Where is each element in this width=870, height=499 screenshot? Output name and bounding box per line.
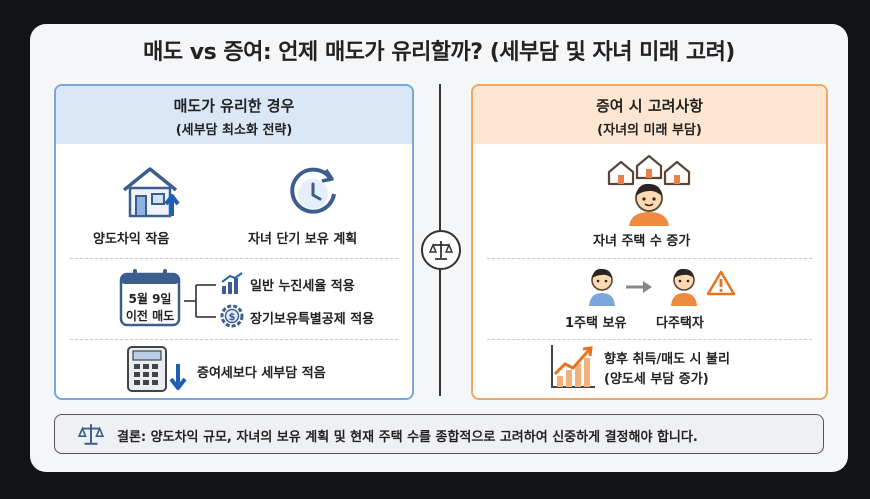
divider-line (487, 339, 812, 340)
future-tax-increase-label: (양도세 부담 증가) (604, 372, 709, 387)
coin-gear-icon: $ (220, 304, 244, 328)
balance-scale-icon (77, 424, 105, 445)
gift-panel-header: 증여 시 고려사항 (자녀의 미래 부담) (473, 86, 826, 144)
divider-line (70, 339, 398, 340)
arrow-right-icon (625, 280, 653, 294)
long-term-deduction-label: 장기보유특별공제 적용 (250, 312, 375, 327)
branch-connector (184, 279, 218, 323)
child-with-houses-icon (605, 154, 693, 226)
conclusion-text: 결론: 양도차익 규모, 자녀의 보유 계획 및 현재 주택 수를 종합적으로 … (117, 430, 698, 445)
divider-line (487, 258, 812, 259)
short-hold-label: 자녀 단기 보유 계획 (248, 232, 358, 247)
calendar-icon (118, 268, 182, 328)
gain-small-label: 양도차익 작음 (93, 232, 170, 247)
sell-panel-subtitle: (세부담 최소화 전략) (175, 123, 293, 138)
child-multi-house-icon (667, 266, 701, 306)
sell-advantage-panel: 매도가 유리한 경우 (세부담 최소화 전략) 양도차익 작음 자녀 단기 보유 (54, 84, 414, 400)
calendar-caption: 이전 매도 (125, 309, 175, 323)
child-one-house-icon (585, 266, 619, 306)
page-title: 매도 vs 증여: 언제 매도가 유리할까? (세부담 및 자녀 미래 고려) (143, 40, 735, 65)
one-house-label: 1주택 보유 (565, 316, 627, 331)
multi-house-label: 다주택자 (656, 316, 704, 331)
svg-text:$: $ (229, 312, 236, 323)
balance-scale-icon (421, 230, 461, 270)
future-disadvantage-label: 향후 취득/매도 시 불리 (604, 352, 730, 367)
bar-chart-icon (220, 272, 244, 296)
warning-icon (707, 270, 735, 296)
clock-refresh-icon (286, 166, 340, 218)
gift-panel-subtitle: (자녀의 미래 부담) (597, 123, 702, 138)
infographic-card: 매도 vs 증여: 언제 매도가 유리할까? (세부담 및 자녀 미래 고려) … (30, 24, 848, 472)
tax-less-label: 증여세보다 세부담 적음 (197, 366, 326, 381)
conclusion-box: 결론: 양도차익 규모, 자녀의 보유 계획 및 현재 주택 수를 종합적으로 … (54, 414, 824, 454)
divider-line (70, 258, 398, 259)
sell-panel-header: 매도가 유리한 경우 (세부담 최소화 전략) (56, 86, 412, 144)
child-house-count-label: 자녀 주택 수 증가 (593, 234, 691, 249)
gift-panel-title: 증여 시 고려사항 (595, 97, 704, 115)
house-up-icon (118, 164, 188, 220)
rising-bar-chart-icon (549, 342, 597, 390)
calculator-down-icon (126, 346, 188, 392)
progressive-rate-label: 일반 누진세율 적용 (250, 279, 355, 294)
calendar-date: 5월 9일 (128, 292, 172, 306)
sell-panel-title: 매도가 유리한 경우 (173, 97, 295, 115)
gift-considerations-panel: 증여 시 고려사항 (자녀의 미래 부담) 자녀 주택 수 증가 (471, 84, 828, 400)
